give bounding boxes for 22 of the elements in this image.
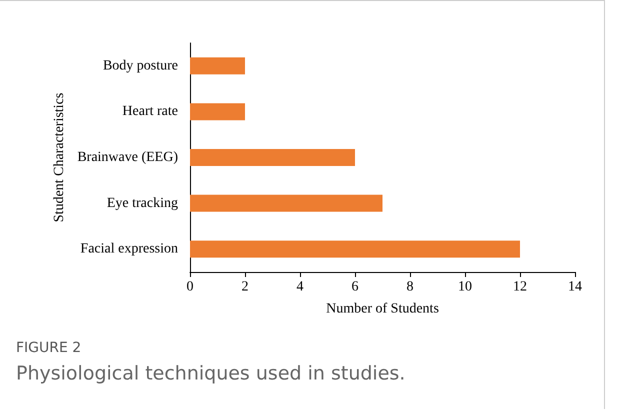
bar bbox=[190, 57, 245, 74]
x-tick-label: 10 bbox=[458, 280, 472, 294]
y-tick-label: Body posture bbox=[102, 58, 178, 74]
y-tick-label: Eye tracking bbox=[106, 196, 178, 211]
y-tick-label: Heart rate bbox=[122, 104, 178, 120]
y-axis-title: Student Characteristics bbox=[52, 92, 67, 222]
caption: FIGURE 2 bbox=[16, 340, 82, 356]
y-tick-label: Facial expression bbox=[80, 242, 178, 257]
x-tick-label: 8 bbox=[406, 280, 414, 294]
bar bbox=[190, 149, 355, 166]
bar bbox=[190, 103, 245, 120]
x-tick-label: 4 bbox=[296, 280, 304, 294]
x-axis-title: Number of Students bbox=[326, 302, 439, 316]
bar bbox=[190, 194, 382, 212]
x-tick-label: 14 bbox=[568, 280, 582, 294]
x-tick-label: 0 bbox=[186, 280, 194, 294]
text: Physiological techniques used in studies. bbox=[16, 362, 406, 384]
bar bbox=[190, 240, 520, 258]
x-tick-label: 2 bbox=[242, 280, 248, 294]
x-tick-label: 6 bbox=[352, 280, 358, 294]
x-tick-label: 12 bbox=[513, 280, 527, 294]
y-tick-label: Brainwave (EEG) bbox=[77, 150, 178, 165]
